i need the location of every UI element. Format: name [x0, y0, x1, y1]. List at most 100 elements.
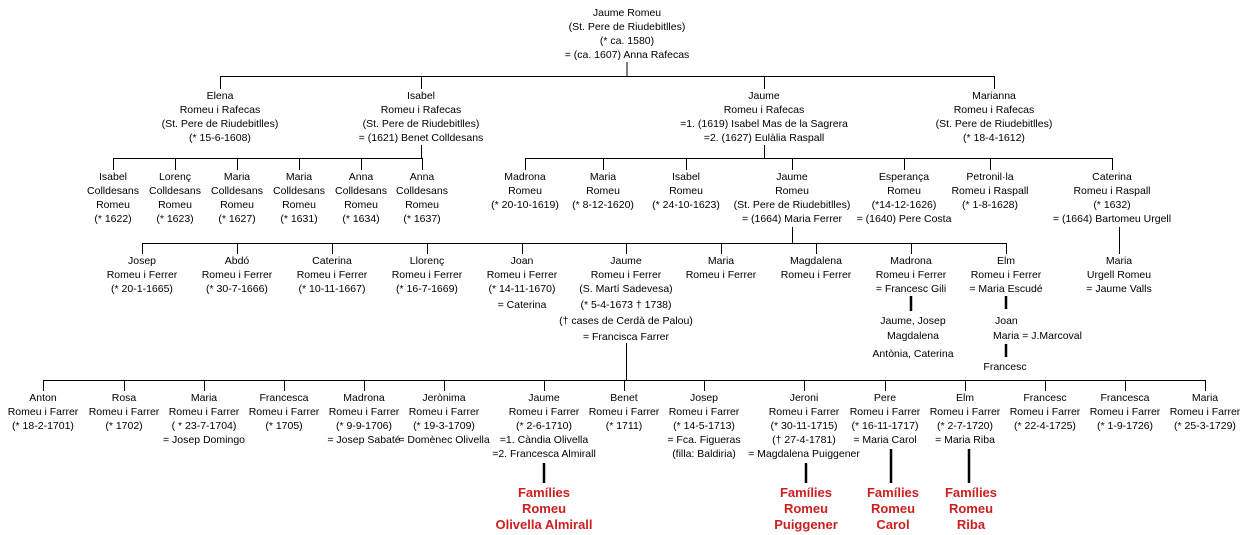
gen3-line: Romeu i Ferrer — [486, 269, 558, 281]
gen4-line: = Fca. Figueras — [667, 434, 741, 446]
gen3-joan: Joan Romeu i Ferrer (* 14-11-1670) = Cat… — [487, 254, 558, 312]
gen2-line: Lorenç — [158, 171, 192, 183]
gen4-line: Romeu i Farrer — [588, 406, 660, 418]
gili-child-line: Magdalena — [887, 330, 939, 342]
gen2-line: = (1640) Pere Costa — [856, 213, 952, 225]
gen3-line: Caterina — [312, 255, 352, 267]
gen2-line: Isabel — [671, 171, 701, 183]
gen3-line: (* 14-11-1670) — [488, 283, 556, 295]
gen4-line: (* 9-9-1706) — [335, 420, 393, 432]
gen2-line: (* 1-8-1628) — [961, 199, 1019, 211]
gen3-line: Maria — [1105, 255, 1133, 267]
gen4-pere: Pere Romeu i Farrer (* 16-11-1717) = Mar… — [850, 391, 921, 447]
gen3-caterina: Caterina Romeu i Ferrer (* 10-11-1667) — [297, 254, 368, 296]
gen4-line: Maria — [1191, 392, 1219, 404]
gen2-line: Romeu — [158, 199, 192, 211]
gen4-line: Francesc — [1023, 392, 1067, 404]
gen3-maria-urgell: Maria Urgell Romeu = Jaume Valls — [1086, 254, 1151, 296]
gen4-line: (* 30-11-1715) — [770, 420, 838, 432]
gen4-jeronima: Jerònima Romeu i Farrer (* 19-3-1709) = … — [398, 391, 489, 447]
gen4-line: = Josep Domingo — [162, 434, 246, 446]
family-branch-riba: Famílies Romeu Riba — [945, 485, 997, 533]
gen2-line: (* 1631) — [280, 213, 318, 225]
gen2-line: Colldesans — [211, 185, 263, 197]
gen4-line: Jeroni — [789, 392, 819, 404]
gen4-benet: Benet Romeu i Farrer (* 1711) — [589, 391, 660, 433]
gen2-line: Anna — [409, 171, 435, 183]
gen2-caterina-romeu: Caterina Romeu i Raspall (* 1632) = (166… — [1053, 170, 1171, 226]
gen4-line: (* 1-9-1726) — [1096, 420, 1154, 432]
gen3-madrona: Madrona Romeu i Ferrer = Francesc Gili — [876, 254, 947, 296]
gen4-line: (* 1705) — [265, 420, 303, 432]
gen4-line: († 27-4-1781) — [772, 434, 836, 446]
gen2-line: Isabel — [98, 171, 128, 183]
gen4-line: (* 14-5-1713) — [673, 420, 735, 432]
gen4-maria: Maria Romeu i Farrer ( * 23-7-1704) = Jo… — [163, 391, 245, 447]
gen2-line: (* 1623) — [156, 213, 194, 225]
gen3-line: (S. Martí Sadevesa) — [579, 283, 673, 295]
gen1-elena-line: Romeu i Rafecas — [179, 104, 261, 116]
gen4-line: (filla: Baldiria) — [672, 448, 736, 460]
gen3-line: Joan — [510, 255, 534, 267]
gen2-anna-colldesans-1637: Anna Colldesans Romeu (* 1637) — [396, 170, 448, 226]
gen1-isabel-line: = (1621) Benet Colldesans — [358, 132, 484, 144]
gen2-line: = (1664) Maria Ferrer — [741, 213, 843, 225]
gen4-line: = Domènec Olivella — [398, 434, 490, 446]
gen1-marianna-line: Romeu i Rafecas — [953, 104, 1035, 116]
gen2-line: Anna — [348, 171, 374, 183]
root-person-jaume-romeu: Jaume Romeu (St. Pere de Riudebitlles) (… — [565, 6, 690, 62]
gili-children: Jaume, Josep Magdalena Antònia, Caterina — [872, 314, 953, 362]
family-branch-line: Famílies — [944, 485, 998, 500]
gen3-abdo: Abdó Romeu i Ferrer (* 30-7-1666) — [202, 254, 273, 296]
gen4-line: Francesca — [259, 392, 309, 404]
gen4-jeroni: Jeroni Romeu i Farrer (* 30-11-1715) († … — [748, 391, 860, 461]
gen4-line: Pere — [873, 392, 897, 404]
gen4-line: Jaume — [528, 392, 560, 404]
gen3-line: († cases de Cerdà de Palou) — [559, 315, 693, 327]
gen3-magdalena: Magdalena Romeu i Ferrer — [781, 254, 852, 282]
gen1-marianna: Marianna Romeu i Rafecas (St. Pere de Ri… — [936, 89, 1053, 145]
escude-child-line: Joan — [995, 315, 1018, 327]
gen4-line: Romeu i Farrer — [768, 406, 840, 418]
gen4-line: (* 1702) — [105, 420, 143, 432]
gen3-line: Romeu i Ferrer — [201, 269, 273, 281]
gen4-line: (* 1711) — [605, 420, 643, 432]
gen1-marianna-line: (* 18-4-1612) — [963, 132, 1025, 144]
gen4-line: Romeu i Farrer — [408, 406, 480, 418]
gen2-line: Romeu — [282, 199, 316, 211]
gen4-line: =1. Càndia Olivella — [499, 434, 589, 446]
gen2-line: Colldesans — [149, 185, 201, 197]
gen2-maria-colldesans-1631: Maria Colldesans Romeu (* 1631) — [273, 170, 325, 226]
gen2-line: Romeu — [96, 199, 130, 211]
marcoval-child-name: Francesc — [983, 361, 1027, 373]
gen4-line: Romeu i Farrer — [248, 406, 320, 418]
gen4-line: = Maria Riba — [935, 434, 995, 446]
gen4-line: (* 2-7-1720) — [936, 420, 994, 432]
gen4-line: Romeu i Farrer — [668, 406, 740, 418]
family-branch-puiggener: Famílies Romeu Puiggener — [774, 485, 838, 533]
gen1-jaume-line: =2. (1627) Eulàlia Raspall — [703, 132, 825, 144]
gen1-elena: Elena Romeu i Rafecas (St. Pere de Riude… — [162, 89, 279, 145]
family-branch-line: Olivella Almirall — [495, 517, 593, 532]
gen3-maria: Maria Romeu i Ferrer — [686, 254, 757, 282]
gen3-line: Josep — [127, 255, 157, 267]
gen2-madrona-romeu: Madrona Romeu (* 20-10-1619) — [491, 170, 559, 212]
gen3-line: Romeu i Ferrer — [296, 269, 368, 281]
gen4-line: Rosa — [111, 392, 137, 404]
gili-child-line: Jaume, Josep — [880, 315, 946, 327]
gen4-line: Romeu i Farrer — [328, 406, 400, 418]
gen4-francesc: Francesc Romeu i Farrer (* 22-4-1725) — [1010, 391, 1081, 433]
gen4-maria-1729: Maria Romeu i Farrer (* 25-3-1729) — [1170, 391, 1241, 433]
gen3-jaume: Jaume Romeu i Ferrer (S. Martí Sadevesa)… — [559, 254, 693, 344]
gen4-line: Benet — [610, 392, 638, 404]
gen4-line: (* 2-6-1710) — [515, 420, 573, 432]
root-born: (* ca. 1580) — [599, 35, 655, 47]
gen3-line: Madrona — [890, 255, 932, 267]
gen4-rosa: Rosa Romeu i Farrer (* 1702) — [89, 391, 160, 433]
family-branch-line: Romeu — [948, 501, 994, 516]
escude-child: Joan Maria = J.Marcoval — [993, 314, 1082, 344]
gen4-line: Madrona — [343, 392, 385, 404]
gen1-marianna-line: (St. Pere de Riudebitlles) — [935, 118, 1053, 130]
gen2-line: Colldesans — [87, 185, 139, 197]
family-branch-line: Carol — [876, 517, 910, 532]
